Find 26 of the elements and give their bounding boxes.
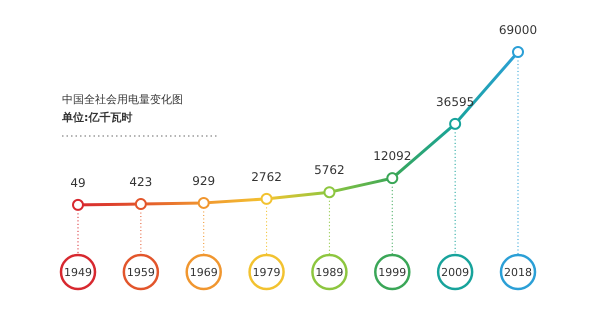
x-tick-label: 2018: [504, 266, 532, 279]
data-label: 49: [70, 176, 86, 190]
point: [512, 46, 524, 58]
x-tick-label: 1959: [126, 266, 155, 279]
point: [72, 198, 84, 211]
data-label: 929: [192, 174, 216, 188]
x-tick-label: 1969: [190, 266, 218, 279]
x-tick-label: 1979: [252, 266, 281, 279]
x-tick-label: 2009: [441, 266, 470, 279]
x-tick-label: 1989: [315, 266, 344, 279]
text: 中国全社会用电量变化图: [62, 93, 183, 106]
data-label: 36595: [436, 94, 474, 109]
data-label: 423: [129, 175, 152, 190]
data-label: 2762: [251, 170, 282, 184]
point: [323, 186, 336, 198]
x-tick-label: 1999: [378, 266, 406, 279]
point: [134, 198, 147, 210]
text: 单位:亿千瓦时: [61, 111, 132, 124]
point: [386, 172, 398, 184]
data-label: 69000: [498, 23, 538, 37]
data-label: 5762: [314, 163, 345, 178]
point: [198, 196, 210, 209]
data-label: 12092: [373, 149, 412, 164]
point: [260, 192, 273, 205]
point: [449, 118, 462, 130]
x-tick-label: 1949: [64, 266, 92, 279]
